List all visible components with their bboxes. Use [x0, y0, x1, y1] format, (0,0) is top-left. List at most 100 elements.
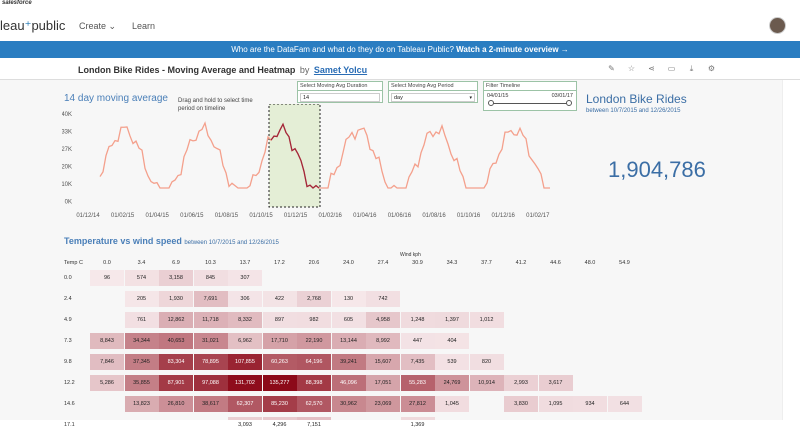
nav-create-menu[interactable]: Create ⌄ — [79, 21, 116, 32]
selection-band[interactable] — [268, 104, 321, 208]
period-select[interactable]: day — [391, 93, 475, 102]
heatmap-cell[interactable]: 761 — [124, 312, 159, 328]
heatmap-cell[interactable]: 422 — [262, 291, 297, 307]
heatmap-cell[interactable]: 88,398 — [297, 375, 331, 391]
heatmap-cell[interactable]: 539 — [435, 354, 469, 370]
vertical-scrollbar[interactable] — [782, 80, 800, 420]
timeline-slider[interactable] — [488, 100, 572, 107]
heatmap-cell[interactable]: 39,241 — [331, 354, 366, 370]
heatmap-cell[interactable]: 64,196 — [297, 354, 331, 370]
heatmap-cell[interactable]: 62,307 — [228, 396, 262, 412]
comment-icon[interactable]: ▭ — [667, 64, 676, 73]
heatmap-cell[interactable]: 6,962 — [228, 333, 262, 349]
heatmap-cell[interactable]: 55,283 — [400, 375, 435, 391]
heatmap-cell[interactable]: 3,158 — [159, 270, 193, 286]
heatmap-cell[interactable]: 26,810 — [159, 396, 193, 412]
download-icon[interactable]: ⤓ — [689, 64, 694, 73]
heatmap-cell[interactable]: 131,702 — [228, 375, 262, 391]
heatmap-cell[interactable]: 742 — [366, 291, 400, 307]
heatmap-cell[interactable]: 644 — [607, 396, 642, 412]
heatmap-cell[interactable]: 17,051 — [366, 375, 400, 391]
heatmap-cell[interactable]: 15,607 — [366, 354, 400, 370]
heatmap-cell[interactable]: 13,823 — [124, 396, 159, 412]
heatmap-cell[interactable]: 7,691 — [193, 291, 228, 307]
heatmap-cell[interactable]: 40,653 — [159, 333, 193, 349]
x-tick-label: 01/06/16 — [388, 213, 412, 219]
author-link[interactable]: Samet Yolcu — [313, 65, 368, 75]
heatmap-cell[interactable]: 5,286 — [90, 375, 124, 391]
heatmap-cell[interactable]: 1,045 — [435, 396, 469, 412]
heatmap-cell[interactable]: 8,992 — [366, 333, 400, 349]
heatmap-cell[interactable]: 7,846 — [90, 354, 124, 370]
heatmap-cell[interactable]: 307 — [228, 270, 262, 286]
heatmap-cell[interactable]: 404 — [435, 333, 469, 349]
heatmap-cell[interactable]: 574 — [124, 270, 159, 286]
heatmap-cell[interactable]: 12,862 — [159, 312, 193, 328]
slider-track — [490, 103, 570, 104]
share-icon[interactable]: ⋖ — [648, 64, 655, 73]
heatmap-cell[interactable]: 306 — [228, 291, 262, 307]
slider-start-handle[interactable] — [488, 100, 494, 106]
heatmap-cell[interactable]: 934 — [573, 396, 607, 412]
heatmap-cell[interactable]: 17,710 — [262, 333, 297, 349]
heatmap-cell[interactable]: 3,617 — [538, 375, 573, 391]
heatmap-cell[interactable]: 2,768 — [297, 291, 331, 307]
heatmap-cell[interactable]: 62,570 — [297, 396, 331, 412]
heatmap-cell[interactable]: 23,069 — [366, 396, 400, 412]
heatmap-cell[interactable]: 4,958 — [366, 312, 400, 328]
heatmap-cell[interactable]: 87,901 — [159, 375, 193, 391]
heatmap-cell[interactable]: 96 — [90, 270, 124, 286]
banner-cta-link[interactable]: Watch a 2-minute overview → — [456, 45, 569, 54]
heatmap-cell[interactable]: 7,435 — [400, 354, 435, 370]
heatmap-cell[interactable]: 30,962 — [331, 396, 366, 412]
heatmap-cell[interactable]: 10,914 — [469, 375, 504, 391]
heatmap-cell[interactable]: 13,144 — [331, 333, 366, 349]
wind-axis-label: Wind kph — [400, 252, 421, 258]
heatmap-cell[interactable]: 2,993 — [504, 375, 538, 391]
x-tick-label: 01/02/16 — [319, 213, 343, 219]
tableau-public-logo[interactable]: leau⁺public — [0, 18, 65, 34]
heatmap-cell[interactable]: 34,344 — [124, 333, 159, 349]
heatmap-cell[interactable]: 1,248 — [400, 312, 435, 328]
heatmap-cell[interactable]: 22,190 — [297, 333, 331, 349]
heatmap-cell[interactable]: 1,397 — [435, 312, 469, 328]
heatmap-cell[interactable]: 78,895 — [193, 354, 228, 370]
edit-icon[interactable]: ✎ — [608, 64, 615, 73]
moving-average-chart[interactable]: 40K 33K 27K 20K 10K 0K 01/12/14 01/02/15 01/04/… — [62, 104, 582, 224]
heatmap-cell[interactable]: 37,345 — [124, 354, 159, 370]
heatmap-cell[interactable]: 27,812 — [400, 396, 435, 412]
heatmap-cell[interactable]: 130 — [331, 291, 366, 307]
heatmap-cell[interactable]: 83,304 — [159, 354, 193, 370]
heatmap-cell[interactable]: 85,230 — [262, 396, 297, 412]
heatmap-cell[interactable]: 107,855 — [228, 354, 262, 370]
slider-end-handle[interactable] — [566, 100, 572, 106]
settings-icon[interactable]: ⚙ — [707, 64, 716, 73]
heatmap-cell[interactable]: 8,332 — [228, 312, 262, 328]
nav-learn-link[interactable]: Learn — [132, 21, 156, 31]
heatmap-cell[interactable]: 46,096 — [331, 375, 366, 391]
heatmap-cell[interactable]: 845 — [193, 270, 228, 286]
heatmap-cell[interactable]: 97,088 — [193, 375, 228, 391]
heatmap-cell[interactable]: 1,012 — [469, 312, 504, 328]
heatmap-cell[interactable]: 135,277 — [262, 375, 297, 391]
star-icon[interactable]: ☆ — [627, 64, 636, 73]
heatmap-cell[interactable]: 35,855 — [124, 375, 159, 391]
heatmap-cell[interactable]: 38,617 — [193, 396, 228, 412]
heatmap-cell[interactable]: 897 — [262, 312, 297, 328]
promo-banner[interactable]: Who are the DataFam and what do they do … — [0, 41, 800, 58]
duration-input[interactable]: 14 — [300, 93, 380, 102]
heatmap-cell[interactable]: 60,263 — [262, 354, 297, 370]
heatmap-cell[interactable]: 820 — [469, 354, 504, 370]
heatmap-cell[interactable]: 24,769 — [435, 375, 469, 391]
heatmap-cell[interactable]: 1,930 — [159, 291, 193, 307]
heatmap-cell[interactable]: 605 — [331, 312, 366, 328]
heatmap-cell[interactable]: 8,843 — [90, 333, 124, 349]
heatmap-cell[interactable]: 205 — [124, 291, 159, 307]
heatmap-cell[interactable]: 3,830 — [504, 396, 538, 412]
heatmap-cell[interactable]: 447 — [400, 333, 435, 349]
user-avatar[interactable] — [769, 17, 786, 34]
heatmap-cell[interactable]: 1,095 — [538, 396, 573, 412]
heatmap-cell[interactable]: 11,718 — [193, 312, 228, 328]
heatmap-cell[interactable]: 31,021 — [193, 333, 228, 349]
heatmap-cell[interactable]: 982 — [297, 312, 331, 328]
